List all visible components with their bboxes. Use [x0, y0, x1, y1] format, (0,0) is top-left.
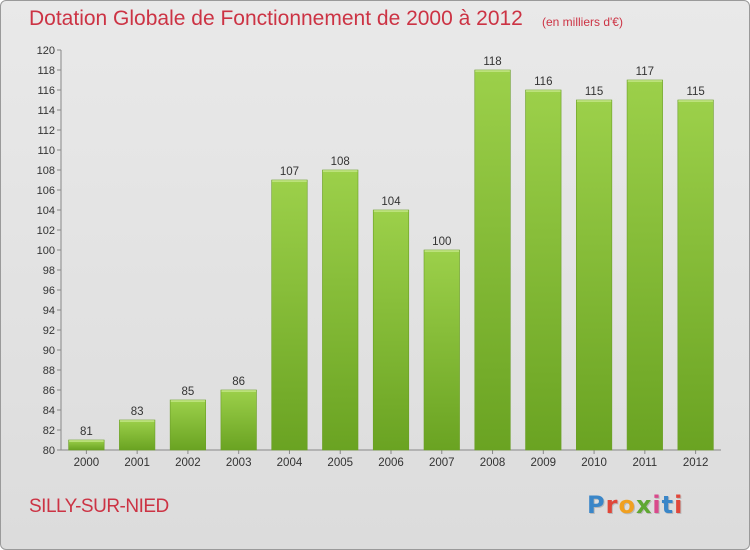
y-tick-label: 116	[37, 85, 55, 97]
bar-2004	[271, 179, 308, 451]
x-tick-label: 2004	[277, 457, 303, 469]
y-tick-label: 80	[43, 445, 55, 457]
data-label: 117	[636, 66, 654, 78]
y-tick-label: 110	[37, 145, 55, 157]
y-tick-label: 100	[37, 245, 55, 257]
chart-title: Dotation Globale de Fonctionnement de 20…	[29, 7, 523, 30]
y-tick-label: 92	[43, 325, 55, 337]
x-tick-label: 2009	[531, 457, 557, 469]
y-tick-label: 98	[43, 265, 55, 277]
data-label: 116	[534, 76, 552, 88]
x-tick-label: 2011	[632, 457, 657, 469]
bar-2000	[68, 439, 105, 451]
y-tick-label: 112	[37, 125, 55, 137]
data-label: 104	[381, 196, 401, 208]
bar-2008	[474, 69, 511, 451]
data-label: 100	[432, 236, 451, 248]
x-tick-label: 2003	[226, 457, 252, 469]
x-tick-label: 2008	[480, 457, 506, 469]
y-tick-label: 90	[43, 345, 55, 357]
x-tick-label: 2006	[378, 457, 404, 469]
y-tick-label: 84	[43, 405, 55, 417]
y-tick-label: 82	[43, 425, 55, 437]
x-tick-label: 2001	[124, 457, 150, 469]
bar-2012	[677, 99, 714, 451]
y-tick-label: 106	[37, 185, 55, 197]
y-tick-label: 88	[43, 365, 55, 377]
data-label: 108	[331, 156, 350, 168]
x-tick-label: 2002	[175, 457, 201, 469]
y-tick-label: 114	[37, 105, 55, 117]
data-label: 107	[280, 166, 299, 178]
proxiti-logo: Proxiti	[587, 491, 684, 519]
commune-name: SILLY-SUR-NIED	[29, 496, 169, 517]
y-tick-label: 94	[43, 305, 55, 317]
bar-2005	[322, 169, 359, 451]
y-tick-label: 102	[37, 225, 55, 237]
x-tick-label: 2012	[683, 457, 709, 469]
data-label: 85	[182, 386, 195, 398]
x-tick-label: 2010	[581, 457, 607, 469]
bar-2010	[576, 99, 613, 451]
y-tick-label: 104	[37, 205, 55, 217]
y-tick-label: 120	[37, 45, 55, 57]
bar-2007	[423, 249, 460, 451]
data-label: 118	[483, 56, 501, 68]
bar-2002	[169, 399, 206, 451]
y-tick-label: 86	[43, 385, 55, 397]
bar-2001	[119, 419, 156, 451]
data-label: 83	[131, 406, 144, 418]
data-label: 81	[80, 426, 93, 438]
y-tick-label: 118	[37, 65, 55, 77]
bar-2006	[372, 209, 410, 451]
y-tick-label: 96	[43, 285, 55, 297]
data-label: 115	[585, 86, 603, 98]
data-label: 115	[686, 86, 704, 98]
x-tick-label: 2005	[327, 457, 353, 469]
bar-2003	[220, 389, 257, 451]
x-tick-label: 2007	[429, 457, 455, 469]
bar-2009	[525, 89, 562, 451]
chart-unit-note: (en milliers d'€)	[542, 15, 623, 29]
y-tick-label: 108	[37, 165, 55, 177]
x-tick-label: 2000	[74, 457, 100, 469]
bar-2011	[626, 79, 663, 451]
data-label: 86	[232, 376, 245, 388]
